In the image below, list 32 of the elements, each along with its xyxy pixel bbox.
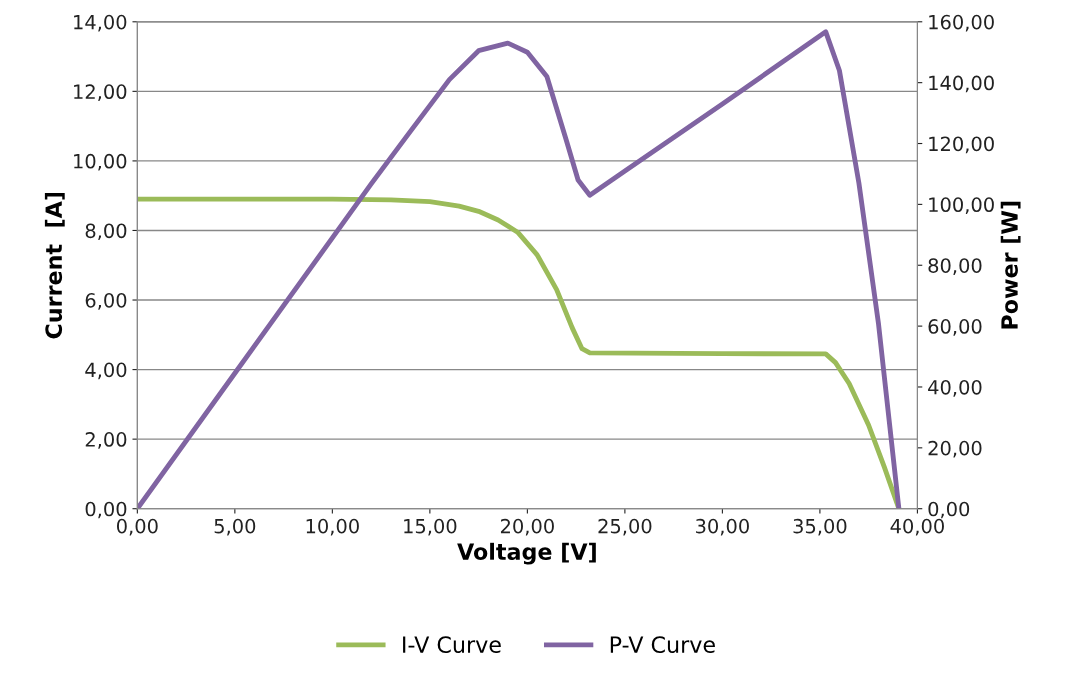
y-tick-label: 12,00 xyxy=(74,84,127,101)
y-tick-label: 0,00 xyxy=(85,501,127,519)
x-axis-title: Voltage [V] xyxy=(457,542,596,565)
x-tick-label: 10,00 xyxy=(306,518,359,536)
y2-tick-label: 160,00 xyxy=(929,14,994,32)
legend-label: P-V Curve xyxy=(610,636,715,654)
x-tick-label: 40,00 xyxy=(890,518,944,536)
y2-tick-label: 120,00 xyxy=(929,136,994,154)
y2-tick-label: 0,00 xyxy=(928,501,970,519)
y-tick-label: 14,00 xyxy=(74,14,127,32)
y-tick-label: 2,00 xyxy=(85,432,127,449)
y-axis-title: Current [A] xyxy=(44,192,65,339)
y2-tick-label: 80,00 xyxy=(928,258,982,275)
x-tick-label: 20,00 xyxy=(500,518,554,536)
y2-axis-title: Power [W] xyxy=(1000,201,1021,329)
y2-tick-label: 140,00 xyxy=(929,75,994,93)
y2-tick-label: 40,00 xyxy=(928,379,982,397)
y2-tick-label: 100,00 xyxy=(929,197,994,215)
line-series xyxy=(137,29,902,509)
y2-tick-label: 60,00 xyxy=(928,319,982,336)
legend-label: I-V Curve xyxy=(403,636,501,654)
y-tick-label: 6,00 xyxy=(85,292,127,310)
y-tick-label: 4,00 xyxy=(85,362,127,380)
y-tick-label: 8,00 xyxy=(85,223,127,241)
x-tick-label: 5,00 xyxy=(214,518,256,536)
x-tick-label: 15,00 xyxy=(404,518,457,536)
y-tick-label: 10,00 xyxy=(74,153,127,171)
x-tick-label: 30,00 xyxy=(696,518,749,536)
x-tick-label: 25,00 xyxy=(598,518,652,536)
x-tick-label: 35,00 xyxy=(793,518,847,536)
x-tick-label: 0,00 xyxy=(116,518,158,536)
y2-tick-label: 20,00 xyxy=(928,440,982,458)
